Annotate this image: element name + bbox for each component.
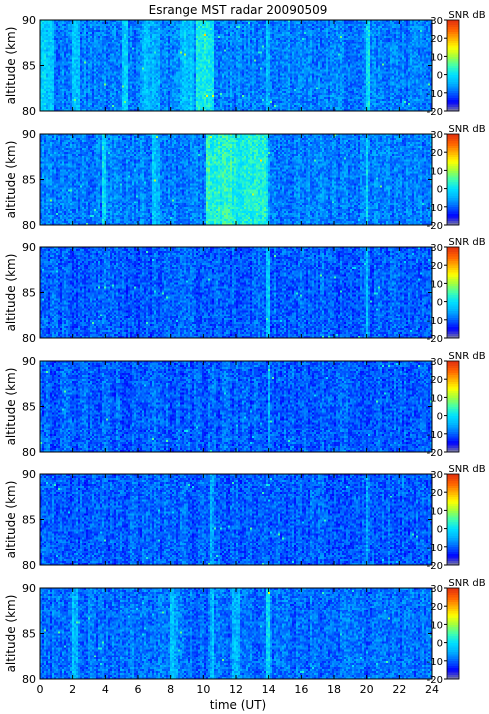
heatmap-cells — [40, 20, 432, 111]
chart-title: Esrange MST radar 20090509 — [149, 3, 328, 17]
